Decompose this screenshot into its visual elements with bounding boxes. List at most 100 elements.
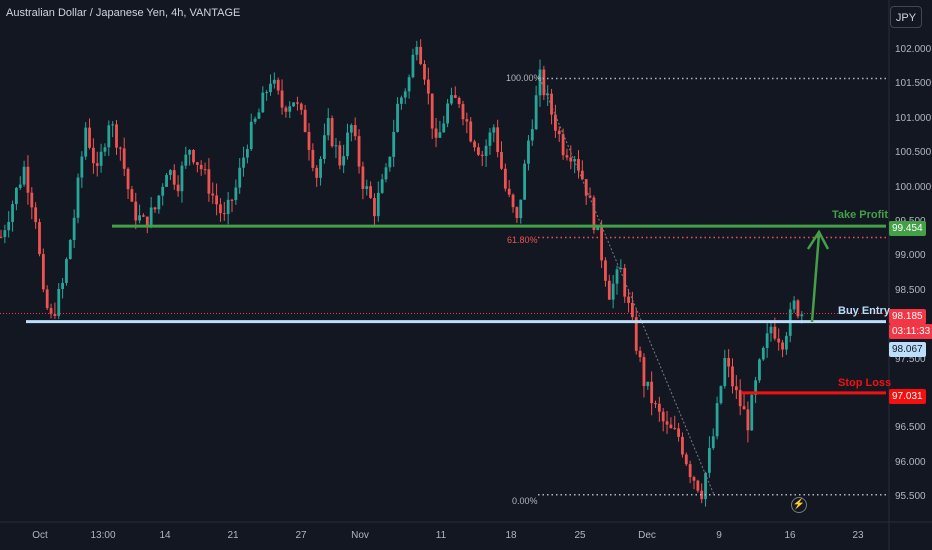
candle-body <box>785 335 788 350</box>
candle-body <box>265 92 269 94</box>
candle-body <box>657 403 661 412</box>
candle-body <box>708 448 711 473</box>
candle-body <box>103 147 107 152</box>
candle-body <box>484 145 488 156</box>
candle-body <box>738 390 742 407</box>
x-tick-label: Oct <box>32 530 48 541</box>
candle-body <box>519 199 523 219</box>
candle-body <box>41 254 45 290</box>
candle-body <box>681 436 684 455</box>
candle-body <box>527 140 530 164</box>
current-price-tag: 98.185 <box>889 309 926 324</box>
candle-body <box>211 193 215 196</box>
candle-body <box>145 216 149 227</box>
candle-body <box>507 188 511 195</box>
y-tick-label: 97.500 <box>895 353 926 365</box>
x-tick-label: 14 <box>159 530 171 541</box>
candle-body <box>677 428 680 437</box>
candle-body <box>496 127 500 153</box>
candle-body <box>45 289 49 309</box>
candle-body <box>415 46 419 55</box>
candle-body <box>750 394 754 431</box>
candle-body <box>692 477 696 481</box>
candle-body <box>134 201 138 221</box>
candle-body <box>704 472 707 500</box>
candle-body <box>319 158 322 178</box>
candle-body <box>453 95 457 98</box>
candle-body <box>488 132 492 146</box>
x-tick-label: 16 <box>784 530 796 541</box>
candle-body <box>222 213 226 215</box>
candle-body <box>719 386 723 404</box>
candle-body <box>88 127 91 148</box>
candle-body <box>450 95 453 104</box>
candle-body <box>434 128 438 138</box>
y-tick-label: 96.000 <box>895 456 926 468</box>
x-tick-label: 23 <box>852 530 864 541</box>
candle-body <box>188 150 192 155</box>
candle-body <box>249 121 253 150</box>
candle-body <box>457 97 461 105</box>
candle-body <box>673 428 677 430</box>
candle-body <box>276 79 280 91</box>
x-tick-label: Nov <box>351 530 369 541</box>
candle-body <box>242 157 245 168</box>
candle-body <box>219 204 222 214</box>
x-tick-label: 21 <box>227 530 239 541</box>
candle-body <box>142 215 145 217</box>
candle-body <box>700 490 704 500</box>
candle-body <box>61 282 64 289</box>
candle-body <box>765 333 769 348</box>
candle-body <box>315 167 319 178</box>
candle-body <box>26 166 30 193</box>
candle-body <box>554 114 557 131</box>
stop-loss-label: Stop Loss <box>838 377 892 389</box>
candle-body <box>38 222 41 255</box>
currency-button[interactable]: JPY <box>890 6 922 28</box>
candle-body <box>180 165 184 192</box>
candle-body <box>349 125 353 133</box>
flash-icon[interactable]: ⚡ <box>791 497 807 513</box>
candle-body <box>734 386 738 391</box>
candle-body <box>269 83 272 93</box>
candle-body <box>396 103 399 132</box>
x-tick-label: 13:00 <box>90 530 116 541</box>
candle-body <box>604 260 607 281</box>
candle-body <box>534 95 538 130</box>
x-tick-label: 25 <box>574 530 586 541</box>
candle-body <box>72 217 76 241</box>
fib-100-label: 100.00% <box>506 73 542 83</box>
fib-trend-line <box>539 78 715 495</box>
candle-body <box>742 406 746 410</box>
candle-body <box>376 192 380 217</box>
candle-body <box>538 69 542 96</box>
candle-body <box>234 187 238 201</box>
take-profit-price-tag: 99.454 <box>889 221 926 236</box>
candle-body <box>665 421 669 425</box>
candle-body <box>615 269 619 284</box>
candle-body <box>642 357 646 387</box>
candle-body <box>781 342 784 350</box>
candle-body <box>638 350 642 358</box>
y-tick-label: 100.000 <box>895 181 932 193</box>
candle-body <box>165 174 168 187</box>
candle-body <box>619 267 623 270</box>
candle-body <box>446 103 449 124</box>
candle-body <box>95 163 99 166</box>
candle-body <box>22 166 26 185</box>
candle-body <box>115 124 118 148</box>
candle-body <box>688 464 692 478</box>
candle-body <box>7 221 11 231</box>
candle-body <box>480 154 484 156</box>
y-tick-label: 102.000 <box>895 44 932 55</box>
candle-body <box>57 288 61 316</box>
candle-body <box>192 150 195 163</box>
candle-body <box>727 357 731 367</box>
candle-body <box>0 236 3 238</box>
y-tick-label: 96.500 <box>895 422 926 434</box>
candle-body <box>761 347 765 360</box>
y-tick-label: 100.500 <box>895 147 932 159</box>
candle-body <box>661 411 665 422</box>
candle-body <box>473 141 476 148</box>
